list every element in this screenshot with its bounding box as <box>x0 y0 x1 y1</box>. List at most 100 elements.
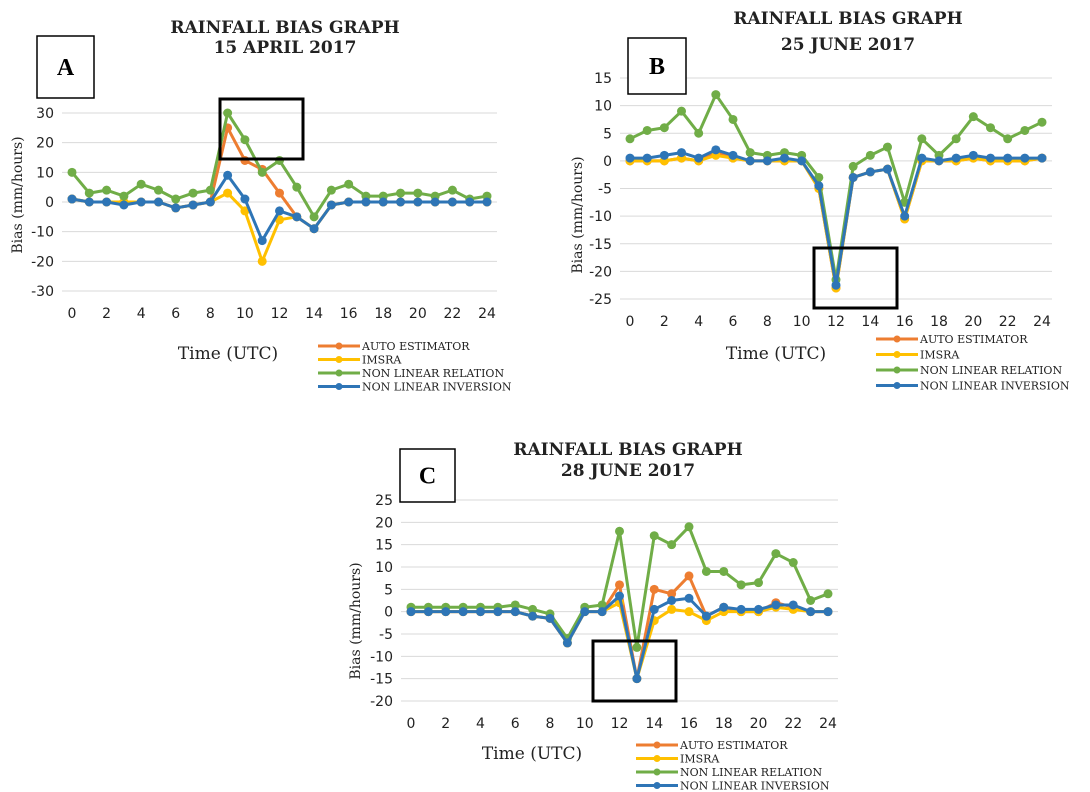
data-point <box>344 179 354 189</box>
x-axis-label: Time (UTC) <box>178 344 278 364</box>
data-point <box>528 611 538 621</box>
x-tick-label: 14 <box>645 716 663 732</box>
data-point <box>632 642 642 652</box>
data-point <box>275 206 284 216</box>
data-point <box>119 200 129 210</box>
x-tick-label: 6 <box>171 306 180 322</box>
x-tick-label: 2 <box>660 314 669 330</box>
data-point <box>257 236 267 246</box>
series-non-linear-inversion <box>406 591 833 684</box>
data-point <box>171 203 181 213</box>
legend-swatch-marker <box>893 351 901 358</box>
chart-title: RAINFALL BIAS GRAPH <box>170 18 399 38</box>
data-point <box>806 596 816 605</box>
x-tick-label: 6 <box>729 314 738 330</box>
data-point <box>649 604 659 614</box>
data-point <box>728 114 738 124</box>
legend-swatch-marker <box>335 369 343 377</box>
chart-subtitle: 28 JUNE 2017 <box>561 461 695 481</box>
y-axis-label: Bias (mm/hours) <box>570 156 586 273</box>
data-point <box>84 197 94 207</box>
y-tick-label: -30 <box>31 284 54 300</box>
data-point <box>441 607 451 617</box>
x-tick-label: 16 <box>896 314 914 330</box>
y-tick-label: 15 <box>594 71 612 87</box>
data-point <box>102 197 112 207</box>
data-point <box>986 123 995 133</box>
x-tick-label: 22 <box>999 314 1017 330</box>
data-point <box>326 185 336 195</box>
data-point <box>223 188 233 198</box>
legend-label: IMSRA <box>362 354 402 367</box>
y-tick-label: 30 <box>36 106 54 122</box>
data-point <box>694 153 704 163</box>
panel-letter: B <box>649 54 665 80</box>
x-tick-label: 20 <box>750 716 768 732</box>
data-point <box>326 200 336 210</box>
x-tick-label: 14 <box>305 306 323 322</box>
data-point <box>1037 153 1047 163</box>
x-tick-label: 4 <box>137 306 146 322</box>
legend-swatch-marker <box>653 755 661 762</box>
data-point <box>788 558 798 568</box>
data-point <box>223 170 233 180</box>
data-point <box>831 280 841 290</box>
y-axis-label: Bias (mm/hours) <box>10 136 26 253</box>
x-tick-label: 2 <box>102 306 111 322</box>
data-point <box>378 197 388 207</box>
y-tick-label: -5 <box>598 182 612 198</box>
y-tick-label: 5 <box>384 582 393 598</box>
data-point <box>711 145 721 155</box>
y-tick-label: 20 <box>36 136 54 152</box>
data-point <box>493 607 503 617</box>
data-point <box>848 161 858 171</box>
series-line <box>411 574 828 681</box>
data-point <box>309 212 319 222</box>
data-point <box>580 607 590 617</box>
data-point <box>694 128 704 138</box>
x-tick-label: 22 <box>444 306 462 322</box>
x-tick-label: 24 <box>1033 314 1051 330</box>
data-point <box>667 540 677 550</box>
x-tick-label: 4 <box>694 314 703 330</box>
panel-letter: C <box>419 464 436 490</box>
data-point <box>396 197 406 207</box>
data-point <box>684 571 694 581</box>
panel-letter-box <box>399 448 456 503</box>
x-tick-label: 16 <box>680 716 698 732</box>
data-point <box>797 156 807 166</box>
legend-label: IMSRA <box>920 349 960 362</box>
data-point <box>1020 153 1030 163</box>
data-point <box>458 607 468 617</box>
data-point <box>677 106 686 116</box>
y-tick-label: 10 <box>36 165 54 181</box>
data-point <box>615 526 624 536</box>
data-point <box>136 197 146 207</box>
x-tick-label: 24 <box>819 716 837 732</box>
data-point <box>562 638 572 648</box>
data-point <box>701 611 711 621</box>
data-point <box>642 125 652 135</box>
y-tick-label: 25 <box>375 493 393 509</box>
legend-label: NON LINEAR RELATION <box>920 364 1062 377</box>
data-point <box>67 167 77 177</box>
series-line <box>630 148 1042 287</box>
data-point <box>597 607 607 617</box>
data-point <box>642 153 652 163</box>
data-point <box>396 188 406 198</box>
data-point <box>615 580 624 590</box>
y-tick-label: 10 <box>375 560 393 576</box>
data-point <box>413 197 423 207</box>
data-point <box>413 188 423 198</box>
y-tick-label: 0 <box>603 154 612 170</box>
chart-title: RAINFALL BIAS GRAPH <box>513 440 742 460</box>
series-line <box>630 151 1043 290</box>
highlight-box <box>591 639 678 703</box>
y-tick-label: 0 <box>384 605 393 621</box>
legend-swatch-marker <box>653 782 661 789</box>
series-line <box>630 153 1043 290</box>
data-point <box>823 589 833 599</box>
y-tick-label: -10 <box>589 209 612 225</box>
